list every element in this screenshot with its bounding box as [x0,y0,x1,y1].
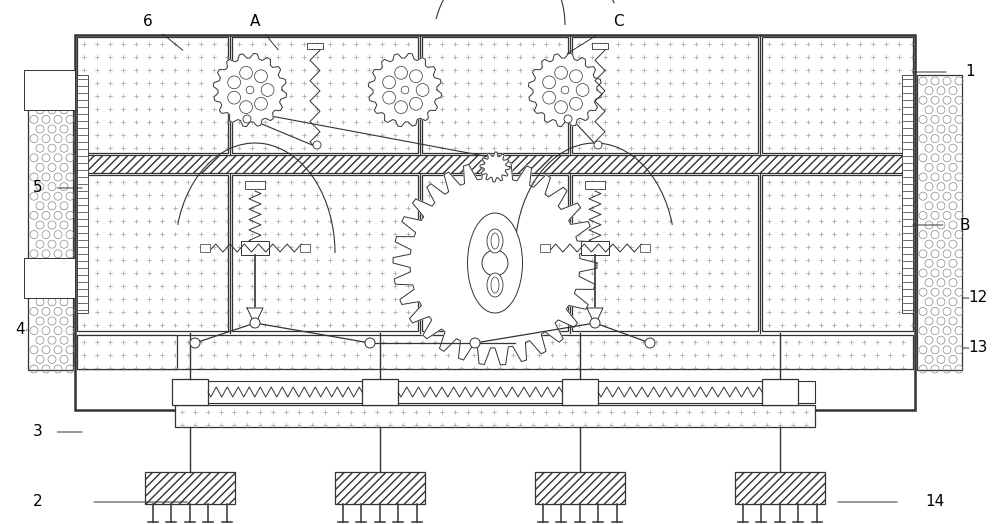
Polygon shape [393,161,597,365]
Bar [335,472,425,504]
Bar [172,379,208,405]
Text: 3: 3 [33,424,43,440]
Bar [77,155,913,173]
Circle shape [570,97,582,110]
Bar [245,181,265,189]
Circle shape [645,338,655,348]
Bar [77,37,228,153]
Bar [232,175,418,331]
Bar [145,472,235,504]
Circle shape [383,76,396,89]
Text: 1: 1 [965,64,975,80]
Circle shape [365,338,375,348]
Text: B: B [960,217,970,233]
Bar [24,258,75,298]
Bar [762,37,913,153]
Bar [241,241,269,255]
Circle shape [555,101,567,114]
Bar [581,241,609,255]
Bar [585,181,605,189]
Circle shape [590,318,600,328]
Ellipse shape [491,277,499,293]
Circle shape [255,97,267,110]
Circle shape [482,250,508,276]
Bar [735,472,825,504]
Polygon shape [368,53,442,127]
Bar [307,43,323,49]
Circle shape [594,141,602,149]
Polygon shape [587,308,603,325]
Text: 4: 4 [15,322,25,337]
Circle shape [240,101,252,114]
Text: A: A [250,15,260,29]
Ellipse shape [487,273,503,297]
Bar [640,244,650,252]
Circle shape [564,115,572,123]
Circle shape [543,91,556,104]
Bar [75,35,915,410]
Circle shape [410,70,422,83]
Bar [28,75,73,370]
Bar [762,379,798,405]
Bar [562,379,598,405]
Text: 5: 5 [33,180,43,195]
Bar [200,244,210,252]
Circle shape [470,338,480,348]
Text: 12: 12 [968,290,988,305]
Circle shape [410,97,422,110]
Polygon shape [480,152,510,182]
Bar [77,175,228,331]
Circle shape [543,76,556,89]
Circle shape [250,318,260,328]
Circle shape [555,67,567,79]
Bar [762,175,913,331]
Bar [175,405,815,427]
Circle shape [261,84,274,96]
Bar [917,75,962,370]
Bar [175,381,815,403]
Circle shape [228,91,241,104]
Circle shape [570,70,582,83]
Circle shape [576,84,589,96]
Circle shape [243,115,251,123]
Bar [77,75,88,313]
Text: 13: 13 [968,341,988,355]
Circle shape [401,86,409,94]
Circle shape [190,338,200,348]
Polygon shape [213,53,287,127]
Bar [572,175,758,331]
Text: 2: 2 [33,495,43,509]
Ellipse shape [491,233,499,249]
Text: 14: 14 [925,495,945,509]
Circle shape [246,86,254,94]
Ellipse shape [468,213,522,313]
Circle shape [561,86,569,94]
Bar [232,37,418,153]
Bar [902,75,913,313]
Bar [24,70,75,110]
Bar [422,37,568,153]
Bar [572,37,758,153]
Text: C: C [613,15,623,29]
Circle shape [240,67,252,79]
Circle shape [395,67,407,79]
Bar [540,244,550,252]
Circle shape [255,70,267,83]
Bar [592,43,608,49]
Circle shape [383,91,396,104]
Text: 6: 6 [143,15,153,29]
Circle shape [416,84,429,96]
Bar [300,244,310,252]
Bar [77,335,913,369]
Circle shape [395,101,407,114]
Circle shape [313,141,321,149]
Bar [362,379,398,405]
Polygon shape [247,308,263,325]
Ellipse shape [487,229,503,253]
Bar [77,335,177,369]
Polygon shape [528,53,602,127]
Circle shape [228,76,241,89]
Bar [535,472,625,504]
Bar [422,175,568,331]
